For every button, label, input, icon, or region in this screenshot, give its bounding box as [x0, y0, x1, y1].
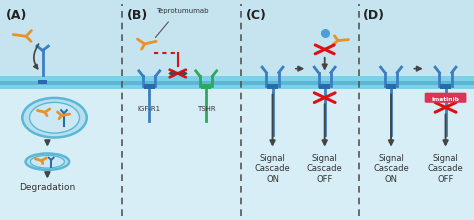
- Text: Signal
Cascade
ON: Signal Cascade ON: [255, 154, 291, 184]
- Text: Imatinib: Imatinib: [432, 97, 459, 102]
- Bar: [0, 76, 474, 89]
- Bar: [38, 81, 47, 84]
- Text: (A): (A): [6, 9, 27, 22]
- Bar: [386, 84, 396, 89]
- Bar: [144, 84, 155, 89]
- Ellipse shape: [26, 154, 69, 170]
- Ellipse shape: [29, 102, 80, 133]
- FancyBboxPatch shape: [425, 93, 466, 103]
- Text: (D): (D): [363, 9, 384, 22]
- Bar: [201, 84, 211, 89]
- Text: TSHR: TSHR: [197, 106, 216, 112]
- Text: Signal
Cascade
ON: Signal Cascade ON: [373, 154, 409, 184]
- Bar: [0, 81, 474, 220]
- Bar: [0, 81, 474, 85]
- Text: Signal
Cascade
OFF: Signal Cascade OFF: [428, 154, 464, 184]
- Bar: [267, 84, 278, 89]
- Bar: [319, 84, 330, 89]
- Bar: [440, 84, 451, 89]
- Text: IGF-R1: IGF-R1: [138, 106, 161, 112]
- Text: Signal
Cascade
OFF: Signal Cascade OFF: [307, 154, 343, 184]
- Ellipse shape: [30, 155, 64, 168]
- Text: Teprotumumab: Teprotumumab: [156, 8, 209, 14]
- Text: (C): (C): [246, 9, 266, 22]
- Text: (B): (B): [127, 9, 148, 22]
- Ellipse shape: [22, 98, 87, 138]
- Text: Degradation: Degradation: [19, 183, 75, 192]
